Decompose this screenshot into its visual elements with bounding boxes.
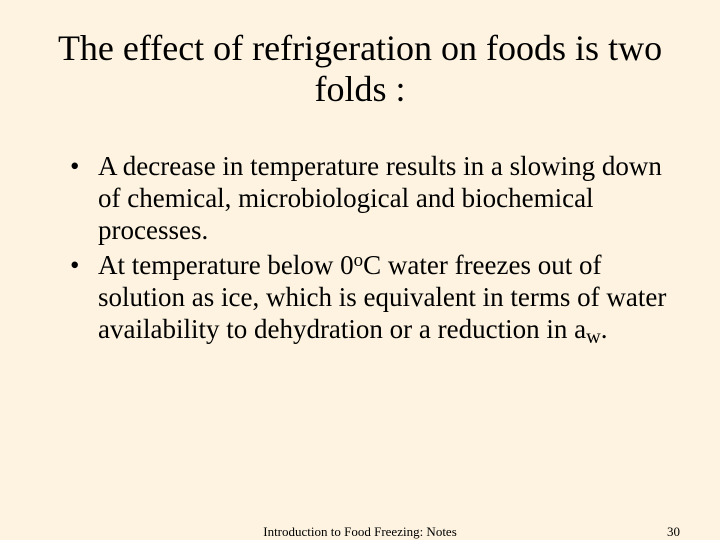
page-number: 30: [667, 524, 680, 540]
slide-title: The effect of refrigeration on foods is …: [0, 0, 720, 121]
bullet-sup: o: [354, 250, 363, 271]
bullet-text: A decrease in temperature results in a s…: [98, 151, 662, 245]
footer-line1: Introduction to Food Freezing: Notes: [263, 524, 457, 539]
bullet-item: A decrease in temperature results in a s…: [70, 151, 670, 247]
slide-content: A decrease in temperature results in a s…: [0, 121, 720, 346]
bullet-text-after: .: [601, 314, 608, 344]
bullet-sub: w: [586, 326, 601, 348]
bullet-text: At temperature below 0: [98, 250, 354, 280]
bullet-item: At temperature below 0oC water freezes o…: [70, 250, 670, 346]
footer-notes: Introduction to Food Freezing: Notes com…: [263, 524, 457, 540]
